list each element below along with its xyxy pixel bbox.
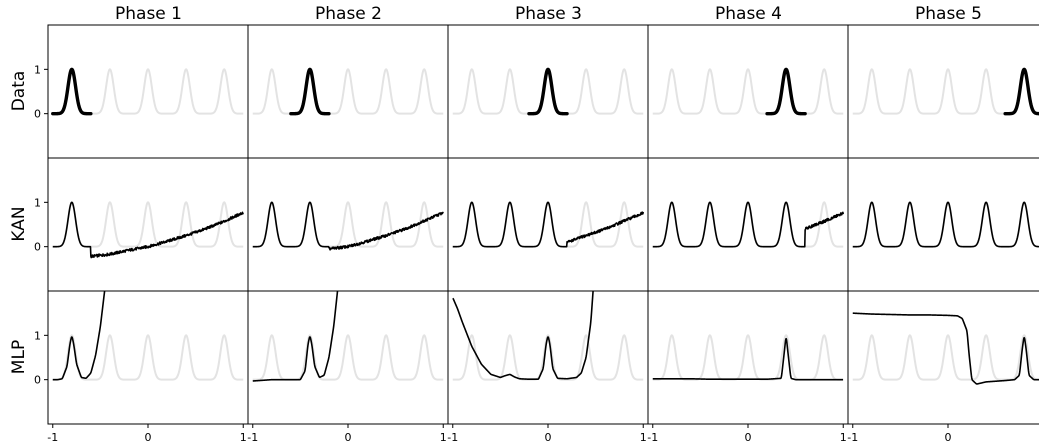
x-tick-label: 0 bbox=[345, 431, 352, 444]
x-tick-label: 1 bbox=[240, 431, 247, 444]
panel-data-phase-3 bbox=[447, 24, 649, 159]
panel-mlp-phase-5: -101 bbox=[847, 290, 1039, 444]
data-segment-line bbox=[527, 67, 569, 116]
x-tick-label: 0 bbox=[145, 431, 152, 444]
background-peaks-line bbox=[852, 334, 1039, 381]
mlp-fit-line bbox=[52, 291, 106, 381]
column-title-phase-5: Phase 5 bbox=[915, 4, 982, 24]
data-segment-line bbox=[51, 67, 93, 116]
panel-frame bbox=[247, 24, 449, 159]
kan-fit-line bbox=[652, 201, 845, 248]
panel-data-phase-4 bbox=[647, 24, 849, 159]
background-peaks-line bbox=[252, 68, 444, 115]
panel-kan-phase-4 bbox=[647, 157, 849, 292]
row-label-kan: KAN bbox=[9, 206, 29, 241]
panel-mlp-phase-3: -1 0 1 bbox=[447, 290, 649, 444]
x-tick-label: -1 bbox=[247, 431, 258, 444]
kan-fit-line bbox=[52, 201, 244, 259]
panel-frame bbox=[447, 24, 649, 159]
background-peaks-line bbox=[252, 334, 444, 381]
x-tick-label: -1 bbox=[47, 431, 58, 444]
y-tick-label: 1 bbox=[34, 329, 41, 342]
kan-fit-line bbox=[252, 201, 444, 251]
x-tick-label: 1 bbox=[440, 431, 447, 444]
column-title-phase-2: Phase 2 bbox=[315, 4, 382, 24]
y-tick-label: 1 bbox=[34, 196, 41, 209]
column-title-phase-4: Phase 4 bbox=[715, 4, 782, 24]
panel-frame bbox=[47, 290, 249, 425]
panel-frame bbox=[247, 290, 449, 425]
x-tick-label: 0 bbox=[945, 431, 952, 444]
row-labels: Data KAN MLP bbox=[9, 71, 29, 374]
background-peaks-line bbox=[852, 68, 1039, 115]
panel-mlp-phase-1: 0 1 -1 0 1 bbox=[34, 290, 249, 444]
background-peaks-line bbox=[652, 68, 844, 115]
mlp-fit-line bbox=[452, 291, 594, 381]
row-label-data: Data bbox=[9, 71, 29, 112]
column-titles: Phase 1 Phase 2 Phase 3 Phase 4 Phase 5 bbox=[115, 4, 982, 24]
column-title-phase-3: Phase 3 bbox=[515, 4, 582, 24]
x-tick-label: -1 bbox=[447, 431, 458, 444]
mlp-fit-line bbox=[252, 291, 339, 382]
panel-mlp-phase-4: -1 0 1 bbox=[647, 290, 849, 444]
y-tick-label: 0 bbox=[34, 108, 41, 121]
mlp-fit-line bbox=[852, 312, 1039, 385]
panel-kan-phase-2 bbox=[247, 157, 449, 292]
mlp-fit-line bbox=[652, 337, 844, 381]
panel-frame bbox=[647, 290, 849, 425]
data-segment-line bbox=[1003, 67, 1039, 116]
data-segment-line bbox=[289, 67, 331, 116]
y-tick-label: 1 bbox=[34, 63, 41, 76]
x-tick-label: 0 bbox=[545, 431, 552, 444]
x-tick-label: -1 bbox=[847, 431, 858, 444]
panel-data-phase-2 bbox=[247, 24, 449, 159]
x-tick-label: 1 bbox=[840, 431, 847, 444]
panel-mlp-phase-2: -1 0 1 bbox=[247, 290, 449, 444]
kan-fit-line bbox=[452, 201, 645, 248]
kan-fit-line bbox=[852, 201, 1039, 248]
x-tick-label: -1 bbox=[647, 431, 658, 444]
x-tick-label: 0 bbox=[745, 431, 752, 444]
y-tick-label: 0 bbox=[34, 241, 41, 254]
background-peaks-line bbox=[652, 334, 844, 381]
data-segment-line bbox=[765, 67, 807, 116]
panel-kan-phase-5 bbox=[847, 157, 1039, 292]
column-title-phase-1: Phase 1 bbox=[115, 4, 182, 24]
y-tick-label: 0 bbox=[34, 374, 41, 387]
background-peaks-line bbox=[52, 68, 244, 115]
background-peaks-line bbox=[52, 334, 244, 381]
panel-frame bbox=[647, 24, 849, 159]
panel-kan-phase-1: 01 bbox=[34, 157, 249, 292]
row-label-mlp: MLP bbox=[9, 340, 29, 374]
panel-data-phase-1: 01 bbox=[34, 24, 249, 159]
background-peaks-line bbox=[452, 334, 644, 381]
panel-kan-phase-3 bbox=[447, 157, 649, 292]
background-peaks-line bbox=[452, 68, 644, 115]
panel-data-phase-5 bbox=[847, 24, 1039, 159]
x-tick-label: 1 bbox=[640, 431, 647, 444]
